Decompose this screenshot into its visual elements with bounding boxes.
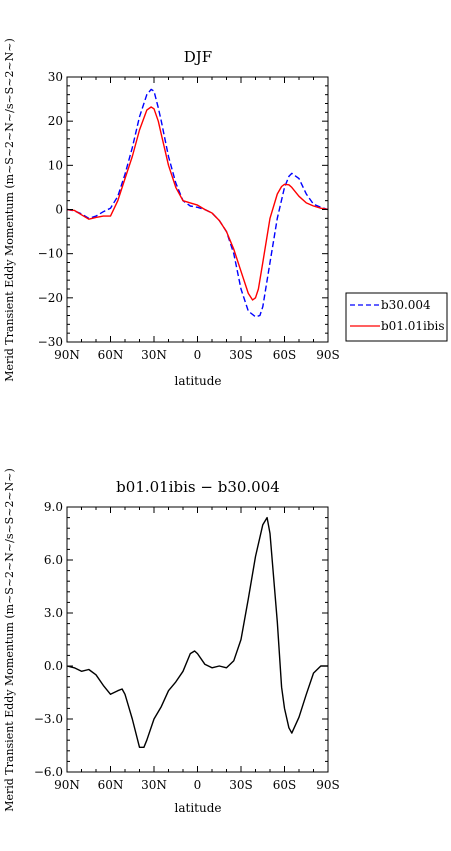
y-tick-label: −10	[38, 247, 63, 261]
series-line-b01-01ibis	[66, 106, 329, 301]
top-panel: DJF Merid Transient Eddy Momentum (m~S~2…	[3, 38, 340, 388]
x-tick-label: 60S	[273, 778, 297, 792]
x-tick-label: 60N	[98, 348, 124, 362]
y-tick-label: 10	[48, 158, 63, 172]
legend: b30.004 b01.01ibis	[345, 292, 448, 342]
x-tick-label: 30N	[141, 348, 167, 362]
y-tick-label: −3.0	[34, 712, 63, 726]
x-tick-label: 90S	[316, 778, 340, 792]
series-line-b30-004	[66, 88, 329, 318]
y-tick-label: 0.0	[44, 659, 63, 673]
bottom-ylabel: Merid Transient Eddy Momentum (m~S~2~N~/…	[3, 468, 16, 812]
x-tick-label: 60N	[98, 778, 124, 792]
y-tick-label: −20	[38, 291, 63, 305]
y-tick-label: 6.0	[44, 553, 63, 567]
y-tick-label: −30	[38, 335, 63, 349]
x-tick-label: 30N	[141, 778, 167, 792]
top-plot-frame	[66, 76, 329, 343]
y-tick-label: 3.0	[44, 606, 63, 620]
series-line-difference	[66, 516, 328, 748]
legend-label-b30004: b30.004	[381, 298, 431, 312]
x-tick-label: 90S	[316, 348, 340, 362]
x-tick-label: 0	[194, 778, 202, 792]
bottom-plot-frame	[66, 506, 329, 773]
x-tick-label: 90N	[54, 348, 80, 362]
legend-box	[345, 292, 448, 342]
top-xlabel: latitude	[175, 374, 222, 388]
top-ylabel: Merid Transient Eddy Momentum (m~S~2~N~/…	[3, 38, 16, 382]
x-tick-label: 60S	[273, 348, 297, 362]
legend-label-b0101ibis: b01.01ibis	[381, 319, 445, 333]
x-tick-label: 0	[194, 348, 202, 362]
y-tick-label: 0	[55, 203, 63, 217]
x-tick-label: 30S	[229, 348, 253, 362]
top-title: DJF	[184, 48, 212, 66]
bottom-xlabel: latitude	[175, 801, 222, 815]
y-tick-label: 20	[48, 114, 63, 128]
y-tick-label: −6.0	[34, 765, 63, 779]
y-tick-label: 9.0	[44, 500, 63, 514]
y-tick-label: 30	[48, 70, 63, 84]
x-tick-label: 30S	[229, 778, 253, 792]
bottom-title: b01.01ibis − b30.004	[116, 478, 280, 496]
x-tick-label: 90N	[54, 778, 80, 792]
bottom-panel: b01.01ibis − b30.004 Merid Transient Edd…	[3, 468, 340, 815]
